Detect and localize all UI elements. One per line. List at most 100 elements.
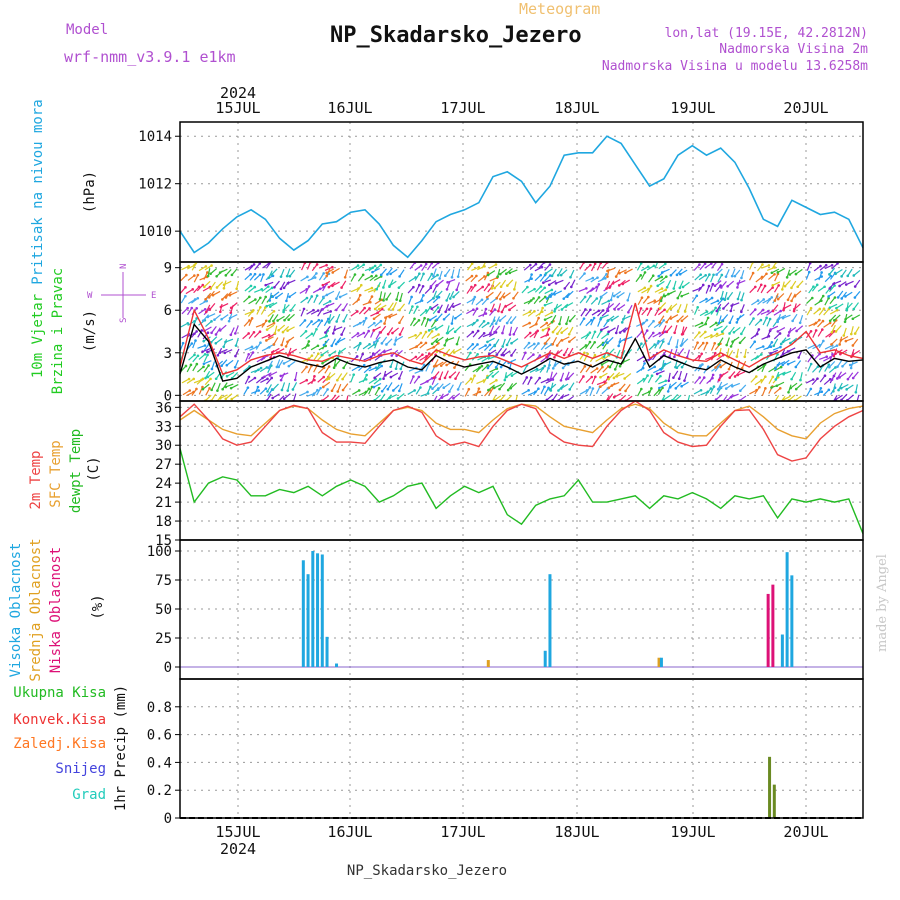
- wind-arrow: [215, 338, 223, 344]
- wind-arrow: [734, 269, 741, 277]
- wind-arrow: [487, 270, 496, 276]
- wind-arrow-head: [769, 345, 773, 349]
- wind-arrow: [491, 316, 496, 325]
- wind-arrow: [817, 388, 822, 396]
- wind-arrow-head: [372, 353, 376, 356]
- wind-arrow-head: [279, 374, 283, 378]
- wind-arrow-head: [375, 287, 379, 291]
- y-tick-label: 36: [155, 400, 172, 416]
- wind-arrow-head: [779, 345, 782, 349]
- wind-arrow: [755, 345, 764, 350]
- wind-arrow: [538, 262, 545, 269]
- wind-arrow-head: [184, 294, 187, 298]
- wind-arrow-head: [658, 386, 661, 390]
- wind-arrow: [586, 288, 594, 295]
- wind-arrow: [789, 269, 797, 275]
- wind-arrow-head: [563, 287, 567, 290]
- wind-arrow: [249, 346, 258, 351]
- wind-arrow: [221, 359, 228, 367]
- wind-arrow: [180, 274, 187, 282]
- wind-arrow-head: [527, 389, 530, 392]
- wind-arrow: [225, 383, 234, 388]
- wind-arrow-head: [432, 365, 436, 368]
- wind-arrow: [607, 336, 614, 344]
- wind-arrow-head: [781, 352, 785, 356]
- wind-arrow-head: [261, 376, 264, 380]
- wind-arrow-head: [259, 341, 262, 345]
- wind-arrow: [773, 366, 782, 372]
- wind-arrow: [700, 391, 709, 396]
- wind-arrow-head: [698, 376, 701, 379]
- wind-arrow-head: [833, 296, 837, 299]
- wind-arrow-head: [781, 340, 785, 344]
- wind-arrow-head: [252, 263, 256, 266]
- wind-arrow-head: [675, 273, 679, 277]
- wind-arrow: [276, 359, 281, 368]
- wind-arrow-head: [277, 365, 280, 369]
- wind-arrow-head: [593, 340, 596, 344]
- wind-arrow-head: [658, 388, 661, 392]
- wind-arrow-head: [456, 275, 460, 278]
- wind-arrow-head: [455, 288, 459, 292]
- wind-arrow-head: [735, 321, 739, 324]
- wind-arrow-head: [469, 377, 473, 381]
- wind-arrow-head: [720, 273, 724, 277]
- wind-arrow: [601, 333, 609, 340]
- wind-arrow-head: [610, 318, 614, 322]
- wind-arrow-head: [660, 271, 664, 274]
- wind-arrow: [846, 384, 854, 390]
- wind-arrow-head: [482, 332, 486, 335]
- wind-arrow-head: [714, 321, 718, 325]
- wind-arrow-head: [230, 397, 234, 401]
- wind-arrow: [790, 382, 798, 389]
- wind-arrow: [777, 293, 785, 300]
- wind-arrow: [585, 387, 591, 395]
- wind-arrow-head: [508, 333, 512, 336]
- wind-arrow-head: [735, 355, 739, 358]
- wind-arrow: [267, 333, 276, 339]
- wind-arrow-head: [379, 319, 383, 323]
- wind-arrow-head: [380, 342, 384, 345]
- wind-arrow-head: [809, 362, 813, 366]
- wind-arrow-head: [254, 298, 257, 301]
- wind-arrow-head: [315, 327, 318, 331]
- wind-arrow-head: [564, 378, 568, 381]
- wind-arrow: [374, 354, 382, 361]
- wind-arrow-head: [372, 341, 376, 344]
- wind-arrow: [699, 298, 707, 304]
- wind-arrow: [324, 330, 329, 339]
- wind-arrow-head: [683, 310, 687, 313]
- wind-arrow: [466, 331, 474, 338]
- wind-arrow-head: [355, 355, 359, 358]
- dewpoint-line: [179, 448, 864, 534]
- wind-arrow-head: [223, 351, 227, 355]
- wind-arrow: [737, 371, 746, 376]
- wind-arrow: [478, 313, 487, 318]
- wind-arrow: [578, 287, 587, 292]
- wind-arrow: [756, 284, 762, 293]
- wind-arrow: [717, 274, 723, 283]
- wind-arrow-head: [711, 373, 715, 377]
- wind-arrow-head: [203, 352, 207, 356]
- wind-arrow: [566, 290, 574, 298]
- wind-arrow: [318, 297, 325, 305]
- wind-arrow: [774, 395, 780, 401]
- wind-arrow-head: [658, 331, 662, 335]
- wind-arrow: [607, 393, 614, 401]
- wind-arrow-head: [665, 285, 669, 289]
- wind-arrow-head: [649, 307, 653, 311]
- day-label-top: 20JUL: [783, 99, 828, 117]
- wind-arrow-head: [233, 366, 237, 369]
- wind-arrow: [375, 308, 383, 315]
- wind-arrow-head: [782, 372, 785, 376]
- wind-arrow-head: [446, 281, 449, 284]
- wind-arrow: [210, 393, 217, 401]
- wind-arrow: [829, 272, 836, 280]
- wind-arrow-head: [852, 274, 856, 277]
- wind-arrow: [850, 326, 854, 335]
- wind-arrow: [216, 382, 221, 391]
- wind-arrow-head: [380, 390, 384, 393]
- wind-arrow-head: [606, 341, 609, 345]
- wind-arrow-head: [794, 365, 798, 369]
- wind-arrow-head: [710, 334, 713, 337]
